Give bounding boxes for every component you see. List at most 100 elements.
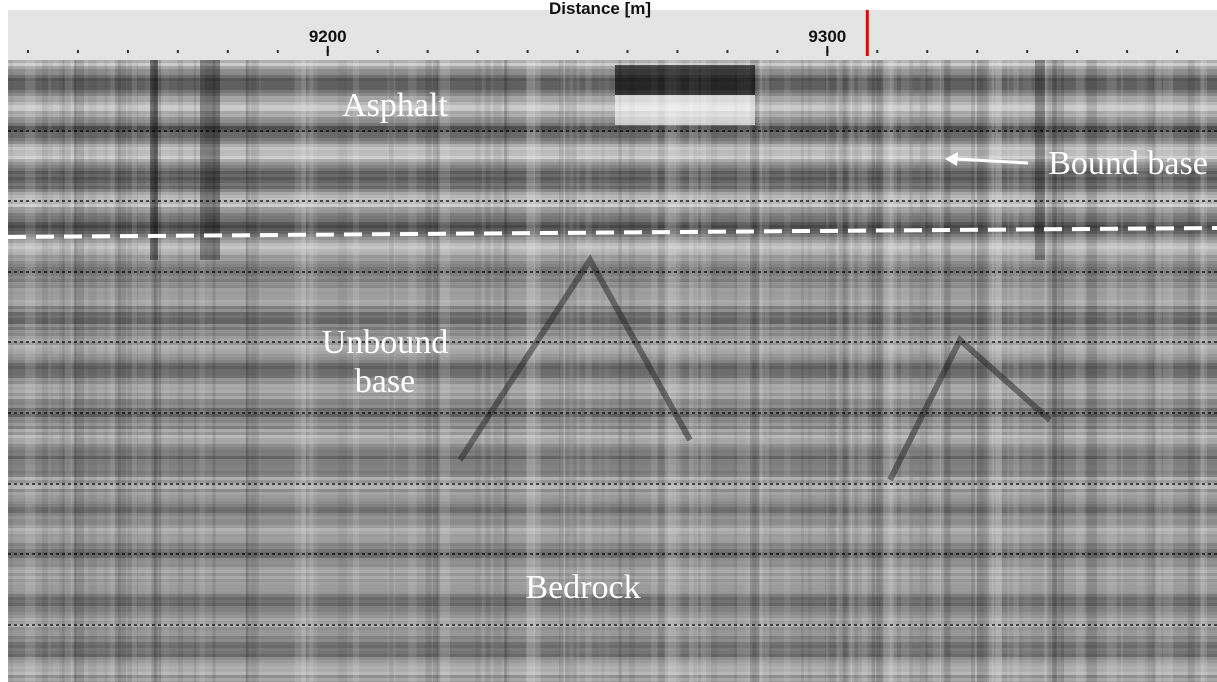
texture-band xyxy=(8,492,1217,495)
texture-column xyxy=(245,60,251,682)
texture-band xyxy=(8,228,1217,231)
texture-column xyxy=(920,60,926,682)
texture-column xyxy=(807,60,812,682)
arrow xyxy=(954,157,1029,165)
texture-band xyxy=(8,363,1217,366)
texture-column xyxy=(973,60,977,682)
texture-band xyxy=(8,96,1217,99)
texture-column xyxy=(909,60,913,682)
texture-band xyxy=(8,171,1217,174)
texture-band xyxy=(8,639,1217,642)
texture-band xyxy=(8,618,1217,621)
texture-band xyxy=(8,573,1217,576)
texture-band xyxy=(8,123,1217,126)
texture-band xyxy=(8,291,1217,294)
texture-column xyxy=(977,60,989,682)
hyperbola xyxy=(457,254,693,462)
texture-column xyxy=(212,60,216,682)
texture-column xyxy=(562,60,574,682)
texture-band xyxy=(8,462,1217,465)
texture-band xyxy=(8,309,1217,312)
texture-band xyxy=(8,234,1217,237)
texture-band xyxy=(8,78,1217,81)
texture-band xyxy=(8,354,1217,357)
texture-band xyxy=(8,81,1217,84)
texture-band xyxy=(8,75,1217,78)
texture-column xyxy=(117,60,127,682)
texture-column xyxy=(1086,60,1097,682)
texture-column xyxy=(154,60,158,682)
texture-column xyxy=(73,60,77,682)
texture-band xyxy=(8,495,1217,498)
texture-band xyxy=(8,165,1217,168)
texture-column xyxy=(490,60,502,682)
texture-band xyxy=(8,666,1217,669)
texture-column xyxy=(1154,60,1162,682)
texture-column xyxy=(836,60,843,682)
texture-column xyxy=(1044,60,1049,682)
texture-band xyxy=(8,288,1217,291)
minor-tick xyxy=(526,50,529,53)
texture-band xyxy=(8,519,1217,522)
texture-column xyxy=(1056,60,1062,682)
texture-column xyxy=(504,60,508,682)
texture-column xyxy=(493,60,502,682)
texture-column xyxy=(629,60,635,682)
texture-column xyxy=(504,60,510,682)
texture-column xyxy=(158,60,162,682)
interface-line xyxy=(7,226,1217,239)
minor-tick xyxy=(426,50,429,53)
texture-column xyxy=(784,60,791,682)
texture-column xyxy=(110,60,116,682)
texture-band xyxy=(8,126,1217,129)
texture-column xyxy=(177,60,184,682)
texture-column xyxy=(245,60,249,682)
texture-band xyxy=(8,456,1217,459)
texture-band xyxy=(8,219,1217,222)
texture-column xyxy=(1075,60,1085,682)
texture-band xyxy=(8,69,1217,72)
texture-band xyxy=(8,606,1217,609)
texture-band xyxy=(8,210,1217,213)
texture-column xyxy=(851,60,862,682)
texture-column xyxy=(756,60,767,682)
texture-column xyxy=(764,60,772,682)
texture-column xyxy=(1168,60,1174,682)
texture-column xyxy=(564,60,577,682)
texture-band xyxy=(8,528,1217,531)
texture-column xyxy=(688,60,699,682)
texture-band xyxy=(8,213,1217,216)
annotation: Bedrock xyxy=(525,569,640,606)
minor-tick xyxy=(26,50,29,53)
texture-band xyxy=(8,480,1217,483)
texture-band xyxy=(8,333,1217,336)
texture-column xyxy=(1022,60,1032,682)
texture-band xyxy=(8,114,1217,117)
texture-band xyxy=(8,324,1217,327)
texture-band xyxy=(8,282,1217,285)
texture-column xyxy=(250,60,260,682)
texture-column xyxy=(876,60,884,682)
texture-band xyxy=(8,396,1217,399)
texture-column xyxy=(701,60,712,682)
texture-band xyxy=(8,507,1217,510)
texture-column xyxy=(533,60,541,682)
texture-band xyxy=(8,435,1217,438)
texture-column xyxy=(41,60,53,682)
minor-tick xyxy=(1026,50,1029,53)
texture-band xyxy=(8,615,1217,618)
texture-band xyxy=(8,129,1217,132)
tick-label: 9200 xyxy=(309,27,347,46)
texture-column xyxy=(705,60,718,682)
texture-band xyxy=(8,660,1217,663)
texture-column xyxy=(387,60,396,682)
texture-band xyxy=(8,102,1217,105)
texture-column xyxy=(689,60,698,682)
minor-tick xyxy=(1076,50,1079,53)
texture-band xyxy=(8,441,1217,444)
texture-band xyxy=(8,624,1217,627)
texture-band xyxy=(8,144,1217,147)
texture-band xyxy=(8,411,1217,414)
texture-band xyxy=(8,192,1217,195)
